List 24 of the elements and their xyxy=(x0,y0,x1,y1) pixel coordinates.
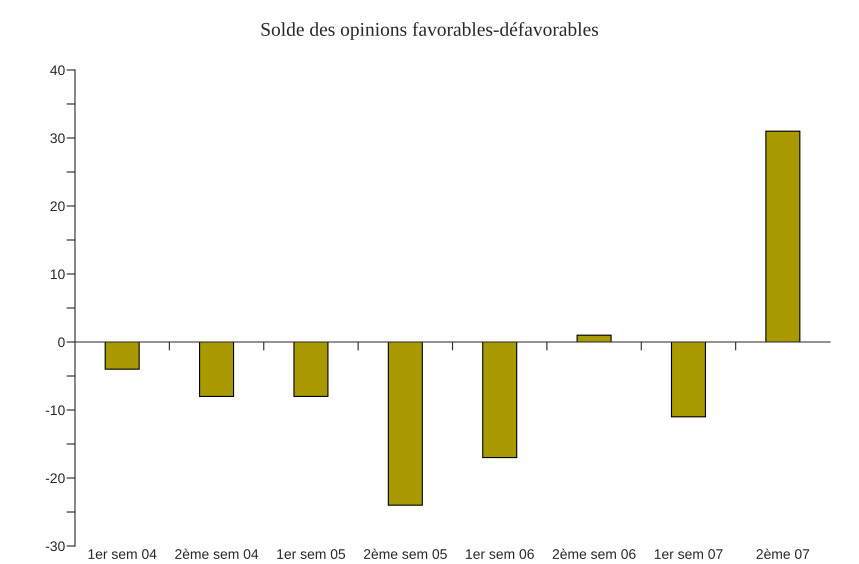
y-tick-label: 40 xyxy=(50,65,65,76)
bar xyxy=(482,341,518,458)
chart-title: Solde des opinions favorables-défavorables xyxy=(262,22,598,40)
y-tick-label: 0 xyxy=(58,337,65,348)
y-tick-label: -10 xyxy=(46,405,65,416)
x-tick-label: 2ème 07 xyxy=(756,548,810,559)
y-tick-label: 30 xyxy=(50,133,65,144)
bar xyxy=(670,341,706,418)
y-tick-label: -20 xyxy=(46,473,65,484)
bar xyxy=(199,341,234,397)
y-tick-label: 10 xyxy=(50,269,65,280)
bar xyxy=(104,341,140,370)
x-tick-label: 1er sem 04 xyxy=(88,549,157,559)
y-tick-label: -30 xyxy=(46,541,65,552)
x-tick-label: 1er sem 06 xyxy=(466,549,534,559)
x-tick-label: 2ème sem 04 xyxy=(175,548,258,559)
y-tick-label: 20 xyxy=(50,201,65,212)
x-tick-label: 1er sem 07 xyxy=(654,549,723,559)
bar xyxy=(388,341,423,506)
x-tick-label: 2ème sem 05 xyxy=(364,548,447,559)
bar xyxy=(765,130,800,343)
x-tick-label: 2ème sem 06 xyxy=(552,548,636,559)
x-tick-label: 1er sem 05 xyxy=(277,549,346,559)
bar xyxy=(293,341,328,397)
